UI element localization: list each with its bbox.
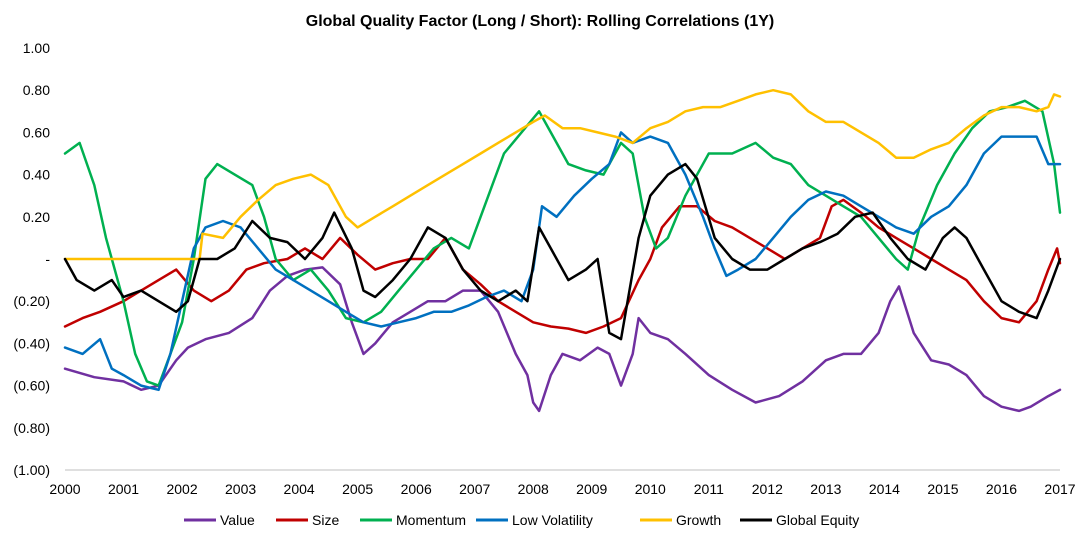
legend-item-low-volatility: Low Volatility	[476, 512, 593, 528]
y-tick-label: (0.80)	[13, 420, 50, 436]
plot-area	[63, 88, 1062, 413]
x-tick-label: 2000	[49, 481, 80, 497]
x-tick-label: 2011	[694, 481, 724, 497]
x-tick-label: 2004	[284, 481, 315, 497]
y-tick-label: (0.60)	[13, 378, 50, 394]
legend-item-size: Size	[276, 512, 339, 528]
axes: 1.00 0.80 0.60 0.40 0.20 - (0.20) (0.40) (0.60) (…	[13, 40, 1075, 497]
y-tick-label: -	[45, 251, 50, 267]
x-tick-label: 2009	[576, 481, 607, 497]
x-tick-label: 2016	[986, 481, 1017, 497]
y-tick-label: (1.00)	[13, 462, 50, 478]
legend-label: Global Equity	[776, 512, 859, 528]
x-tick-label: 2007	[459, 481, 490, 497]
legend-item-global-equity: Global Equity	[740, 512, 859, 528]
x-tick-label: 2003	[225, 481, 256, 497]
series-line-momentum	[63, 99, 1062, 387]
legend: Value Size Momentum Low Volatility Growth Glo…	[184, 512, 859, 528]
x-tick-label: 2015	[927, 481, 958, 497]
x-tick-label: 2012	[752, 481, 783, 497]
legend-label: Low Volatility	[512, 512, 593, 528]
x-tick-label: 2002	[166, 481, 197, 497]
legend-label: Growth	[676, 512, 721, 528]
chart-title: Global Quality Factor (Long / Short): Ro…	[306, 13, 774, 30]
legend-item-value: Value	[184, 512, 255, 528]
legend-label: Momentum	[396, 512, 466, 528]
x-tick-label: 2005	[342, 481, 373, 497]
y-tick-label: 0.40	[23, 167, 50, 183]
x-tick-label: 2008	[518, 481, 549, 497]
x-tick-label: 2006	[401, 481, 432, 497]
x-tick-label: 2014	[869, 481, 900, 497]
y-tick-label: (0.20)	[13, 293, 50, 309]
y-tick-label: 1.00	[23, 40, 50, 56]
legend-label: Value	[220, 512, 255, 528]
series-line-global-equity	[63, 162, 1062, 341]
legend-item-momentum: Momentum	[360, 512, 466, 528]
y-tick-label: 0.20	[23, 209, 50, 225]
y-tick-label: 0.80	[23, 82, 50, 98]
y-tick-label: (0.40)	[13, 335, 50, 351]
series-line-growth	[63, 88, 1062, 261]
x-tick-label: 2013	[810, 481, 841, 497]
x-tick-label: 2017	[1044, 481, 1075, 497]
x-tick-label: 2001	[108, 481, 139, 497]
series-line-low-volatility	[63, 131, 1062, 392]
legend-item-growth: Growth	[640, 512, 721, 528]
series-line-size	[63, 198, 1062, 335]
legend-label: Size	[312, 512, 339, 528]
y-tick-label: 0.60	[23, 124, 50, 140]
series-line-value	[63, 266, 1062, 413]
x-tick-label: 2010	[635, 481, 666, 497]
